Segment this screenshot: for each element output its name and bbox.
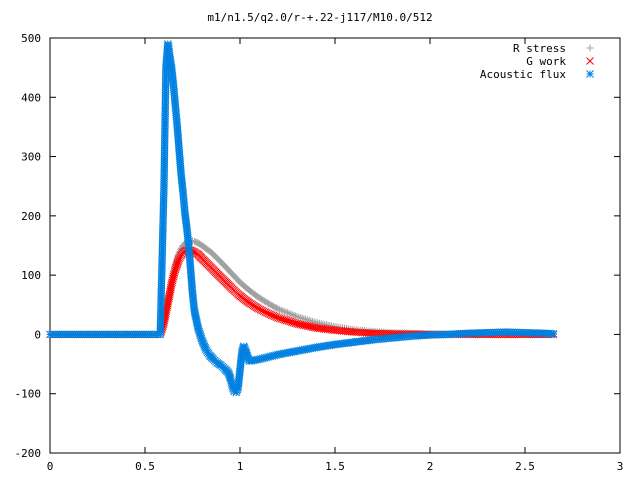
- y-tick-label: 100: [21, 269, 41, 282]
- data-point: [288, 311, 296, 319]
- data-point: [279, 307, 287, 315]
- data-point: [296, 314, 304, 322]
- data-point: [273, 304, 281, 312]
- x-tick-label: 0: [47, 460, 54, 473]
- legend-marker: [586, 44, 594, 52]
- x-tick-label: 1: [237, 460, 244, 473]
- x-tick-label: 0.5: [135, 460, 155, 473]
- data-point: [549, 329, 558, 338]
- y-tick-label: 400: [21, 91, 41, 104]
- data-point: [274, 305, 282, 313]
- y-tick-label: 200: [21, 210, 41, 223]
- data-point: [284, 309, 291, 317]
- data-point: [176, 247, 184, 255]
- chart-title: m1/n1.5/q2.0/r-+.22-j117/M10.0/512: [207, 11, 432, 24]
- data-point: [293, 313, 301, 321]
- axes-layer: 0 0.5 1 1.5 2 2.5 3 -200 -100 0 100 200 300 400 500: [15, 32, 624, 473]
- data-point: [276, 306, 284, 314]
- data-point: [309, 317, 317, 325]
- legend-label: G work: [526, 55, 566, 68]
- legend-marker: [586, 57, 594, 65]
- x-tick-label: 3: [617, 460, 624, 473]
- x-tick-label: 2.5: [515, 460, 535, 473]
- data-point: [285, 309, 293, 317]
- legend-label: R stress: [513, 42, 566, 55]
- y-tick-label: -200: [15, 447, 42, 460]
- y-tick-label: 500: [21, 32, 41, 45]
- data-point: [307, 317, 315, 325]
- data-point: [277, 306, 285, 314]
- series-layer: [46, 40, 558, 397]
- x-tick-label: 1.5: [325, 460, 345, 473]
- data-point: [287, 310, 295, 318]
- y-tick-label: 0: [34, 328, 41, 341]
- data-point: [282, 308, 290, 316]
- data-point: [295, 313, 303, 321]
- legend-marker: [586, 70, 594, 78]
- legend-label: Acoustic flux: [480, 68, 566, 81]
- data-point: [175, 249, 183, 257]
- data-point: [310, 318, 318, 326]
- data-point: [290, 311, 298, 319]
- data-point: [291, 312, 299, 320]
- series-acoustic-flux: [46, 40, 558, 397]
- data-point: [280, 308, 288, 316]
- y-tick-label: 300: [21, 151, 41, 164]
- y-tick-label: -100: [15, 388, 42, 401]
- x-tick-label: 2: [427, 460, 434, 473]
